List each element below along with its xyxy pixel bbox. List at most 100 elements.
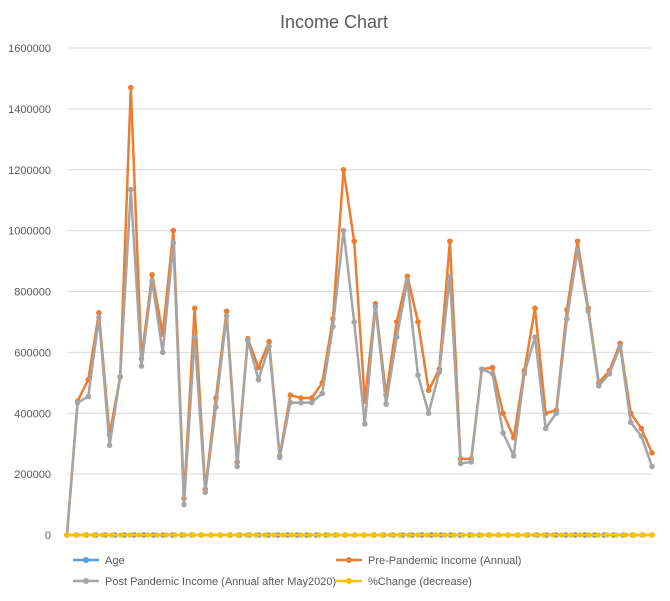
data-point [343,532,349,538]
data-point [106,442,113,449]
data-point [255,376,262,383]
data-point [362,421,368,427]
data-point [542,425,549,432]
data-point [316,532,322,538]
data-point [596,383,602,389]
legend-marker [83,557,89,563]
data-point [334,532,340,538]
data-point [149,271,155,278]
data-point [262,532,268,538]
data-point [308,399,315,406]
data-point [96,314,102,321]
data-point [170,240,177,246]
data-point [451,532,457,538]
data-point [577,532,583,538]
data-point [190,532,196,538]
data-point [505,532,511,538]
y-tick-label: 200000 [14,469,51,481]
data-point [74,399,81,406]
data-point [541,532,547,538]
data-point [586,532,592,538]
legend-marker [346,557,352,563]
data-point [244,532,250,538]
legend-item: Age [73,555,125,567]
data-point [479,366,485,372]
data-point [532,334,538,340]
data-point [574,247,581,254]
data-point [447,273,453,280]
data-point [308,395,315,401]
data-point [298,395,304,401]
data-point [181,532,187,538]
series-3 [64,532,655,538]
data-point [149,278,155,284]
data-point [568,532,574,538]
data-point [199,532,205,538]
data-point [415,372,421,379]
y-tick-label: 800000 [14,287,51,299]
data-point [351,238,357,245]
y-tick-label: 1600000 [8,43,51,55]
data-point [330,323,336,330]
data-point [617,343,623,350]
data-point [523,532,529,538]
data-point [606,370,613,377]
data-point [213,404,219,410]
data-point [266,343,272,350]
data-point [73,532,79,538]
data-point [145,532,151,538]
data-point [271,532,277,538]
data-point [298,399,304,406]
data-point [379,532,385,538]
data-point [397,532,403,538]
data-point [532,532,538,538]
data-point [287,392,294,398]
legend-label: Age [105,555,125,567]
data-point [191,334,198,340]
data-point [640,532,646,538]
data-point [370,532,376,538]
legend-label: %Change (decrease) [368,576,472,588]
series-lines [64,84,655,538]
data-point [319,390,326,397]
data-point [118,532,124,538]
legend-marker [346,578,352,584]
data-point [91,532,97,538]
data-point [500,410,506,417]
data-point [442,532,448,538]
data-point [223,308,230,315]
data-point [109,532,115,538]
legend-label: Post Pandemic Income (Annual after May20… [105,576,336,588]
y-tick-label: 0 [45,530,51,542]
data-point [96,310,102,316]
legend-item: Pre-Pandemic Income (Annual) [336,555,521,567]
data-point [223,313,230,319]
data-point [217,532,223,538]
series-2 [64,186,655,538]
data-point [500,430,506,436]
y-tick-label: 1400000 [8,104,51,116]
data-point [163,532,169,538]
data-point [627,419,634,426]
data-point [266,338,272,345]
data-point [138,363,145,369]
data-point [649,463,655,470]
data-point [255,364,262,371]
data-point [276,454,283,461]
data-point [425,410,432,417]
legend-label: Pre-Pandemic Income (Annual) [368,555,521,567]
data-point [202,489,209,496]
data-point [510,453,517,459]
data-point [226,532,232,538]
data-point [181,501,187,508]
data-point [433,532,439,538]
data-point [128,84,134,91]
data-point [649,532,655,538]
data-point [208,532,214,538]
data-point [172,532,178,538]
data-point [521,370,528,377]
data-point [234,463,240,470]
data-point [170,227,177,234]
data-point [404,278,411,284]
